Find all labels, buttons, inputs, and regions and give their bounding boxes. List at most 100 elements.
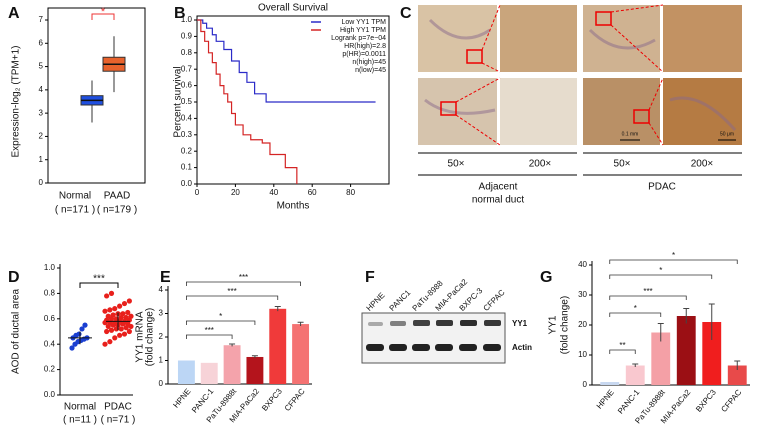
sig-bracket (186, 334, 233, 339)
bar (676, 316, 696, 385)
group-label: Adjacent (479, 182, 518, 193)
sig-bracket (91, 13, 115, 20)
bar (651, 332, 671, 385)
y-axis-label: YY1 (548, 315, 559, 334)
micrograph (500, 5, 577, 72)
legend-label: Low YY1 TPM (342, 19, 387, 26)
data-point (107, 307, 113, 313)
panel-label: G (540, 269, 552, 286)
data-point (69, 345, 75, 351)
y-tick-label: 20 (578, 320, 587, 329)
micrograph (583, 78, 660, 145)
panel-label: A (8, 5, 20, 22)
lane-label: CFPAC (482, 288, 507, 313)
y-tick-label: 2 (159, 332, 164, 341)
y-tick-label: 0 (159, 379, 164, 388)
y-axis-label: YY1 mRNA (135, 311, 146, 362)
y-axis-label: (fold change) (560, 296, 571, 354)
x-tick-label: 0 (195, 188, 200, 197)
y-tick-label: 4 (39, 85, 44, 94)
error-bar (251, 355, 258, 359)
micrograph (663, 5, 742, 72)
frame (47, 7, 146, 184)
sig-bracket (609, 259, 738, 264)
data-point (112, 335, 118, 341)
error-bar (632, 363, 639, 367)
legend-label: High YY1 TPM (340, 27, 386, 34)
y-tick-label: 1 (39, 155, 44, 164)
survival-line (197, 19, 376, 103)
bar (727, 365, 747, 385)
data-point (125, 309, 131, 316)
y-axis-label: (fold change) (145, 308, 156, 366)
micrograph (500, 78, 577, 145)
scale-label: 50 μm (720, 131, 734, 137)
y-tick-label: 0.0 (181, 179, 193, 188)
y-tick-label: 0 (583, 380, 588, 389)
x-tick-label: 80 (346, 188, 355, 197)
chart-title: Overall Survival (258, 3, 328, 14)
sig-bracket (609, 349, 636, 354)
row-label: YY1 (512, 319, 528, 328)
x-tick-label: PANC-1 (616, 387, 642, 415)
y-tick-label: 5 (39, 62, 44, 71)
bar (200, 362, 218, 384)
inset-box (466, 49, 483, 64)
sig-label: *** (239, 273, 248, 282)
sig-label: ** (619, 341, 625, 350)
data-point (104, 328, 110, 335)
x-tick-label: HPNE (171, 387, 192, 410)
x-tick-label: HPNE (595, 388, 616, 411)
x-axis-label: Months (277, 201, 310, 212)
y-tick-label: 0.7 (181, 64, 193, 73)
sig-bracket (79, 282, 119, 288)
error-bar (708, 303, 715, 340)
annotation: HR(high)=2.8 (344, 43, 386, 50)
x-tick-label: 20 (231, 188, 240, 197)
sig-bracket (609, 274, 713, 279)
bar (600, 382, 620, 385)
y-tick-label: 0.6 (44, 314, 56, 323)
error-bar (734, 360, 741, 370)
data-point (107, 339, 113, 345)
data-point (118, 326, 124, 332)
magnification: 200× (529, 159, 552, 170)
error-bar (657, 323, 664, 342)
x-tick-label: Normal (64, 402, 96, 413)
data-point (128, 313, 134, 319)
y-tick-label: 1.0 (44, 263, 56, 272)
data-point (108, 290, 115, 296)
sig-bracket (186, 295, 279, 300)
y-tick-label: 1 (159, 356, 164, 365)
annotation: Logrank p=7e−04 (331, 35, 386, 42)
y-tick-label: 4 (159, 285, 164, 294)
panel-f: F HPNE PANC1 PaTu-8988 MIA-PaCa2 BXPC-3 … (361, 269, 532, 364)
annotation: n(low)=45 (355, 67, 386, 74)
x-tick-label: 40 (269, 188, 278, 197)
y-tick-label: 0.8 (44, 289, 56, 298)
magnification: 50× (614, 159, 631, 170)
x-tick-label: PDAC (104, 402, 132, 413)
data-point (120, 311, 126, 317)
x-tick-label: CFPAC (719, 388, 743, 414)
annotation: p(HR)=0.0011 (342, 51, 386, 58)
y-tick-label: 1.0 (181, 15, 193, 24)
y-tick-label: 0.1 (181, 163, 193, 172)
data-point (123, 314, 129, 321)
annotation: n(high)=45 (352, 59, 386, 66)
magnification: 50× (448, 159, 465, 170)
sig-bracket (186, 320, 256, 325)
inset-box (633, 109, 650, 124)
panel-label: B (174, 5, 186, 22)
y-tick-label: 0.2 (44, 365, 56, 374)
data-point (110, 312, 116, 318)
bar (223, 345, 241, 384)
data-point (105, 313, 111, 319)
group-label: normal duct (472, 195, 524, 206)
sig-label: *** (93, 274, 105, 285)
sig-label: * (634, 304, 637, 313)
x-tick-label: Normal (59, 191, 91, 202)
data-point (117, 303, 123, 309)
y-tick-label: 3 (159, 309, 164, 318)
group-label: PDAC (648, 182, 676, 193)
